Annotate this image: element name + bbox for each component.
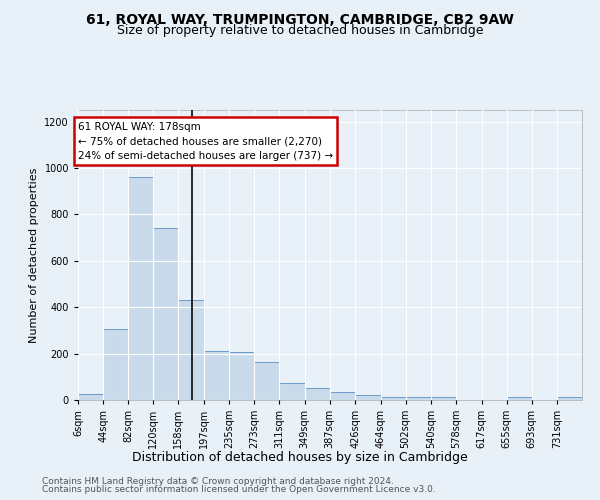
Text: 61 ROYAL WAY: 178sqm
← 75% of detached houses are smaller (2,270)
24% of semi-de: 61 ROYAL WAY: 178sqm ← 75% of detached h… <box>78 122 333 161</box>
Bar <box>406 396 431 400</box>
Bar <box>506 397 532 400</box>
Text: Distribution of detached houses by size in Cambridge: Distribution of detached houses by size … <box>132 451 468 464</box>
Text: 61, ROYAL WAY, TRUMPINGTON, CAMBRIDGE, CB2 9AW: 61, ROYAL WAY, TRUMPINGTON, CAMBRIDGE, C… <box>86 12 514 26</box>
Bar <box>355 396 380 400</box>
Bar <box>254 362 280 400</box>
Y-axis label: Number of detached properties: Number of detached properties <box>29 168 39 342</box>
Text: Size of property relative to detached houses in Cambridge: Size of property relative to detached ho… <box>117 24 483 37</box>
Bar <box>380 396 406 400</box>
Bar <box>305 388 329 400</box>
Bar <box>204 352 229 400</box>
Bar <box>431 397 456 400</box>
Bar <box>229 352 254 400</box>
Bar <box>128 178 154 400</box>
Bar <box>103 329 128 400</box>
Bar <box>280 382 305 400</box>
Bar <box>154 228 178 400</box>
Bar <box>78 394 103 400</box>
Bar <box>557 397 582 400</box>
Bar <box>178 300 204 400</box>
Bar <box>329 392 355 400</box>
Text: Contains public sector information licensed under the Open Government Licence v3: Contains public sector information licen… <box>42 485 436 494</box>
Text: Contains HM Land Registry data © Crown copyright and database right 2024.: Contains HM Land Registry data © Crown c… <box>42 477 394 486</box>
